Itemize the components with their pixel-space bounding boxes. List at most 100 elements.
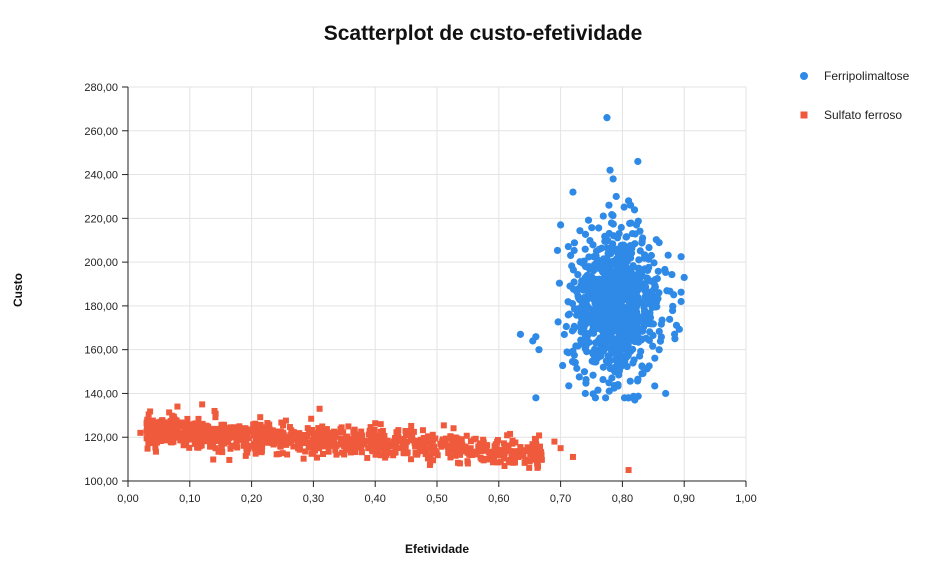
sulfato-ferroso-point [454, 435, 461, 442]
sulfato-ferroso-point [314, 454, 321, 461]
sulfato-ferroso-point [333, 442, 340, 449]
ferripolimaltose-point [631, 306, 639, 314]
ferripolimaltose-point [584, 304, 593, 312]
sulfato-ferroso-point [198, 442, 205, 449]
ferripolimaltose-point [649, 342, 657, 350]
sulfato-ferroso-point [219, 430, 226, 437]
sulfato-ferroso-point [233, 443, 240, 450]
sulfato-ferroso-point [145, 411, 152, 418]
sulfato-ferroso-point [250, 421, 257, 428]
sulfato-ferroso-point [523, 456, 530, 463]
sulfato-ferroso-point [236, 423, 243, 430]
sulfato-ferroso-point [143, 419, 150, 426]
sulfato-ferroso-point [351, 431, 358, 438]
sulfato-ferroso-point [360, 441, 367, 448]
sulfato-ferroso-point [333, 451, 340, 458]
sulfato-ferroso-point [551, 438, 558, 445]
sulfato-ferroso-point [203, 426, 210, 433]
sulfato-ferroso-point [316, 445, 323, 452]
ferripolimaltose-point [589, 241, 597, 249]
ferripolimaltose-point [637, 267, 645, 275]
sulfato-ferroso-point [183, 431, 190, 438]
ferripolimaltose-point [633, 320, 641, 328]
sulfato-ferroso-point [464, 460, 471, 467]
sulfato-ferroso-point [477, 454, 484, 461]
sulfato-ferroso-point [372, 451, 379, 458]
sulfato-ferroso-point [496, 448, 503, 455]
ferripolimaltose-point [655, 239, 663, 247]
sulfato-ferroso-point [415, 437, 422, 444]
sulfato-ferroso-point [358, 438, 365, 445]
sulfato-ferroso-point [215, 437, 222, 444]
ferripolimaltose-point [584, 216, 593, 224]
x-tick-label: 0,90 [673, 493, 694, 505]
ferripolimaltose-point [657, 333, 665, 341]
sulfato-ferroso-point [424, 445, 431, 452]
sulfato-ferroso-point [354, 443, 361, 450]
ferripolimaltose-point [599, 375, 607, 384]
ferripolimaltose-point [570, 239, 579, 247]
sulfato-ferroso-point [509, 440, 516, 447]
y-axis-label: Custo [11, 273, 25, 307]
ferripolimaltose-point [586, 264, 594, 273]
ferripolimaltose-point [568, 300, 577, 308]
sulfato-ferroso-point [538, 451, 545, 458]
sulfato-ferroso-point [526, 464, 533, 471]
ferripolimaltose-point [677, 297, 685, 306]
sulfato-ferroso-point [158, 419, 165, 426]
ferripolimaltose-point [670, 291, 678, 299]
ferripolimaltose-point [620, 329, 628, 337]
sulfato-ferroso-point [233, 431, 240, 438]
sulfato-ferroso-point [302, 439, 309, 446]
sulfato-ferroso-point [178, 429, 185, 436]
sulfato-ferroso-point [426, 461, 433, 468]
sulfato-ferroso-point [329, 436, 336, 443]
ferripolimaltose-point [595, 350, 603, 358]
sulfato-ferroso-point [152, 444, 159, 451]
ferripolimaltose-point [583, 348, 591, 356]
sulfato-ferroso-point [536, 432, 543, 439]
sulfato-ferroso-point [497, 458, 504, 465]
sulfato-ferroso-point [510, 459, 517, 466]
ferripolimaltose-point [616, 265, 625, 274]
sulfato-ferroso-point [515, 448, 522, 455]
ferripolimaltose-point [640, 311, 648, 319]
sulfato-ferroso-point [306, 426, 313, 433]
sulfato-ferroso-point [212, 427, 219, 434]
sulfato-ferroso-point [500, 440, 507, 447]
sulfato-ferroso-point [390, 441, 397, 448]
sulfato-ferroso-point [253, 448, 260, 455]
ferripolimaltose-point [603, 114, 611, 122]
sulfato-ferroso-point [400, 437, 407, 444]
sulfato-ferroso-point [169, 417, 176, 424]
sulfato-ferroso-point [221, 440, 228, 447]
sulfato-ferroso-point [311, 447, 318, 454]
sulfato-ferroso-point [454, 438, 461, 445]
sulfato-ferroso-point [494, 459, 501, 466]
sulfato-ferroso-point [434, 452, 441, 459]
ferripolimaltose-point [599, 363, 607, 371]
sulfato-ferroso-point [347, 449, 354, 456]
sulfato-ferroso-point [529, 446, 536, 453]
sulfato-ferroso-point [184, 426, 191, 433]
sulfato-ferroso-point [407, 456, 414, 463]
sulfato-ferroso-point [287, 432, 294, 439]
sulfato-ferroso-point [242, 425, 249, 432]
sulfato-ferroso-point [533, 441, 540, 448]
x-tick-label: 1,00 [735, 493, 756, 505]
sulfato-ferroso-point [172, 432, 179, 439]
ferripolimaltose-point [566, 282, 574, 290]
sulfato-ferroso-point [194, 440, 201, 447]
ferripolimaltose-point [603, 236, 611, 244]
ferripolimaltose-point [569, 188, 577, 196]
sulfato-ferroso-point [447, 454, 454, 461]
ferripolimaltose-point [602, 394, 610, 402]
sulfato-ferroso-point [233, 426, 240, 433]
sulfato-ferroso-point [315, 425, 322, 432]
sulfato-ferroso-point [486, 453, 493, 460]
ferripolimaltose-point [594, 311, 603, 319]
sulfato-ferroso-point [300, 436, 307, 443]
ferripolimaltose-point [631, 337, 640, 346]
sulfato-ferroso-point [503, 446, 510, 453]
sulfato-ferroso-point [273, 451, 280, 458]
